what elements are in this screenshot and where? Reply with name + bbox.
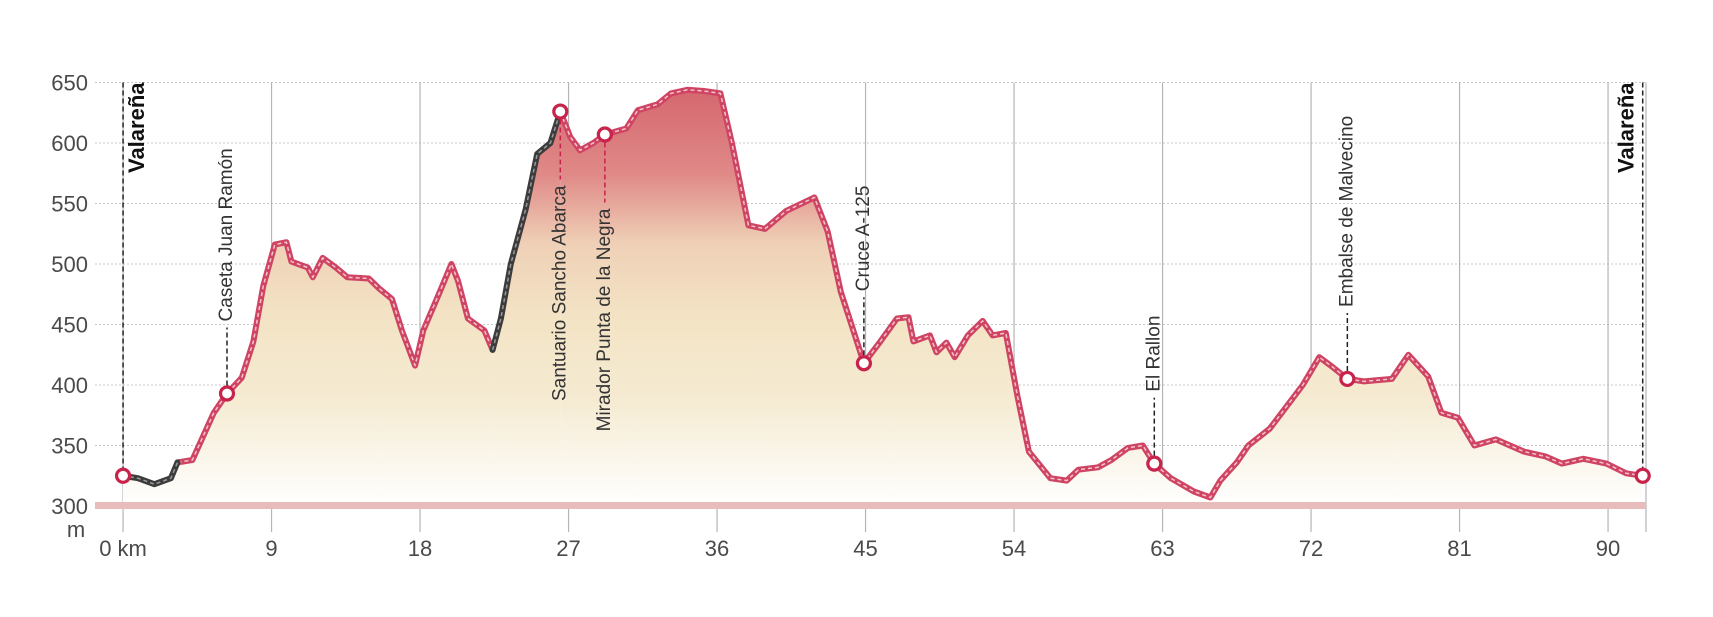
x-tick-label: 36 bbox=[705, 536, 729, 561]
waypoint-label: Cruce A-125 bbox=[853, 186, 874, 292]
y-tick-label: 600 bbox=[51, 131, 88, 156]
elevation-line-dash bbox=[122, 462, 179, 485]
x-tick-label: 72 bbox=[1299, 536, 1323, 561]
y-tick-label: 500 bbox=[51, 252, 88, 277]
x-tick-label: 9 bbox=[265, 536, 277, 561]
area bbox=[560, 89, 1643, 507]
labels: Valareña Caseta Juan Ramón Santuario Sanch… bbox=[114, 82, 1651, 484]
x-tick-label: 18 bbox=[408, 536, 432, 561]
waypoint-marker bbox=[855, 355, 873, 372]
x-tick-label: 81 bbox=[1447, 536, 1471, 561]
waypoint-marker bbox=[1339, 370, 1356, 388]
area bbox=[177, 242, 493, 506]
waypoint-label: Caseta Juan Ramón bbox=[216, 148, 237, 321]
y-unit: m bbox=[67, 517, 85, 542]
x-tick-label: 90 bbox=[1596, 536, 1620, 561]
waypoint-marker bbox=[552, 103, 569, 120]
x-tick-label: 0 km bbox=[99, 536, 147, 561]
waypoint-marker bbox=[1634, 467, 1651, 484]
waypoint-label: Embalse de Malvecino bbox=[1336, 116, 1357, 307]
x-tick-label: 27 bbox=[556, 536, 580, 561]
waypoint-label: Valareña bbox=[124, 82, 149, 173]
elevation-line-dash bbox=[177, 241, 494, 464]
waypoint-marker bbox=[596, 126, 613, 143]
y-tick-label: 550 bbox=[51, 192, 88, 217]
x-tick-label: 54 bbox=[1002, 536, 1026, 561]
areas bbox=[123, 89, 1643, 507]
waypoint-marker bbox=[114, 467, 132, 484]
y-tick-label: 450 bbox=[51, 313, 88, 338]
waypoint-marker bbox=[1146, 455, 1163, 472]
y-tick-label: 350 bbox=[51, 434, 88, 459]
y-tick-label: 400 bbox=[51, 373, 88, 398]
waypoint-marker bbox=[218, 385, 236, 402]
y-tick-label: 650 bbox=[51, 71, 88, 96]
lines bbox=[120, 86, 1646, 501]
elevation-line-dash bbox=[559, 89, 1643, 499]
waypoint-label: Mirador Punta de la Negra bbox=[594, 208, 615, 431]
x-tick-label: 45 bbox=[853, 536, 877, 561]
waypoint-label: Valareña bbox=[1614, 82, 1639, 173]
y-tick-label: 300 bbox=[51, 494, 88, 519]
elevation-line-dash bbox=[491, 111, 562, 351]
waypoint-label: Santuario Sancho Abarca bbox=[549, 185, 570, 401]
x-tick-label: 63 bbox=[1150, 536, 1174, 561]
area bbox=[492, 111, 561, 506]
waypoint-label: El Rallon bbox=[1143, 316, 1164, 392]
baseline-band bbox=[95, 502, 1646, 509]
